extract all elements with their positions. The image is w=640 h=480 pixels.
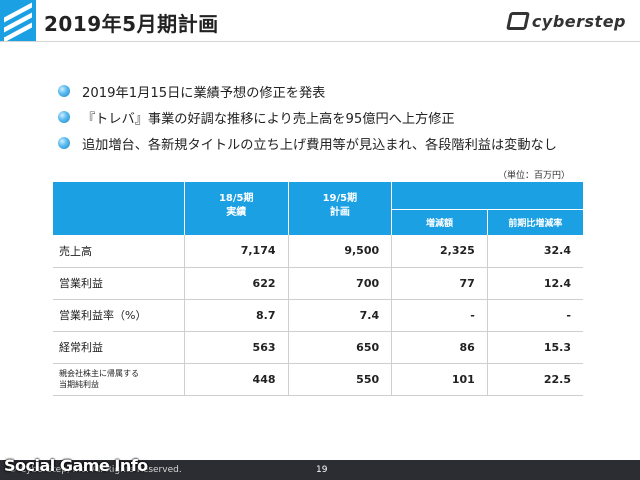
cell-change-rate: 12.4 [486, 267, 583, 300]
brand-name: cyberstep [531, 11, 626, 31]
cell-change-amount: 77 [391, 267, 488, 300]
header-change-rate: 前期比増減率 [486, 208, 583, 235]
row-label: 親会社株主に帰属する 当期純利益 [53, 363, 185, 396]
slide-footer: © CyberStep, Inc. All Rights Reserved. 1… [0, 460, 640, 480]
bullet-text: 2019年1月15日に業績予想の修正を発表 [82, 85, 326, 101]
page-title: 2019年5月期計画 [44, 12, 219, 36]
bullet-item: 『トレバ』事業の好調な推移により売上高を95億円へ上方修正 [58, 104, 618, 130]
row-label: 売上高 [53, 235, 185, 268]
bullet-dot-icon [58, 85, 70, 97]
cell-fy18: 7,174 [183, 235, 289, 268]
plan-table: 18/5期 実績 19/5期 計画 増減額 前期比増減率 売上高 7,174 9… [53, 182, 583, 396]
cell-fy19: 650 [287, 331, 392, 364]
header-fy19-plan: 19/5期 計画 [287, 182, 392, 235]
bullet-dot-icon [58, 137, 70, 149]
bullet-list: 2019年1月15日に業績予想の修正を発表 『トレバ』事業の好調な推移により売上… [58, 78, 618, 156]
bullet-text: 追加増台、各新規タイトルの立ち上げ費用等が見込まれ、各段階利益は変動なし [82, 137, 557, 153]
cell-change-amount: 86 [391, 331, 488, 364]
cell-change-rate: 22.5 [486, 363, 583, 396]
cell-fy19: 9,500 [287, 235, 392, 268]
row-label: 営業利益 [53, 267, 185, 300]
table-row: 営業利益 622 700 77 12.4 [53, 267, 583, 300]
bullet-item: 2019年1月15日に業績予想の修正を発表 [58, 78, 618, 104]
table-row: 営業利益率（%） 8.7 7.4 - - [53, 299, 583, 332]
corner-logo-icon [0, 0, 36, 43]
header-fy18-actual: 18/5期 実績 [183, 182, 289, 235]
cell-fy19: 550 [287, 363, 392, 396]
cell-fy18: 448 [183, 363, 289, 396]
cell-change-rate: 32.4 [486, 235, 583, 268]
table-row: 親会社株主に帰属する 当期純利益 448 550 101 22.5 [53, 363, 583, 396]
table-row: 経常利益 563 650 86 15.3 [53, 331, 583, 364]
cell-fy18: 563 [183, 331, 289, 364]
table-corner-cell [53, 182, 185, 235]
cell-change-rate: - [486, 299, 583, 332]
header-divider [0, 41, 640, 42]
slide-header: 2019年5月期計画 cyberstep [0, 0, 640, 43]
header-change-group [391, 182, 583, 209]
cell-fy19: 7.4 [287, 299, 392, 332]
cell-change-amount: - [391, 299, 488, 332]
bullet-dot-icon [58, 111, 70, 123]
page-number: 19 [316, 465, 328, 475]
watermark-text: Social Game Info [4, 456, 148, 475]
header-change-amount: 増減額 [391, 208, 488, 235]
table-row: 売上高 7,174 9,500 2,325 32.4 [53, 235, 583, 268]
bullet-text: 『トレバ』事業の好調な推移により売上高を95億円へ上方修正 [82, 111, 455, 127]
row-label: 経常利益 [53, 331, 185, 364]
brand-logo: cyberstep [505, 10, 626, 32]
cell-change-amount: 2,325 [391, 235, 488, 268]
bullet-item: 追加増台、各新規タイトルの立ち上げ費用等が見込まれ、各段階利益は変動なし [58, 130, 618, 156]
cell-fy18: 8.7 [183, 299, 289, 332]
unit-note: （単位：百万円） [497, 171, 570, 181]
cell-change-amount: 101 [391, 363, 488, 396]
brand-logo-icon [505, 12, 530, 30]
row-label: 営業利益率（%） [53, 299, 185, 332]
copyright-text: © CyberStep, Inc. All Rights Reserved. [8, 465, 182, 475]
cell-fy18: 622 [183, 267, 289, 300]
cell-change-rate: 15.3 [486, 331, 583, 364]
cell-fy19: 700 [287, 267, 392, 300]
